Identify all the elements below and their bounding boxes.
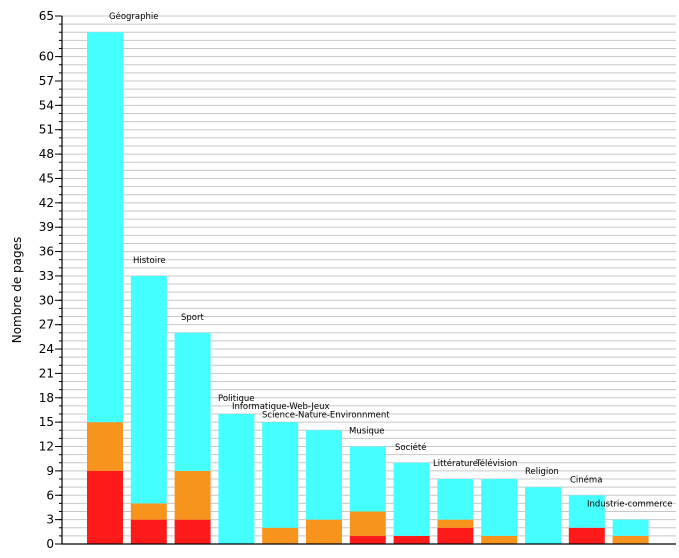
y-tick-label: 54 (39, 98, 54, 112)
y-tick-label: 33 (39, 269, 54, 283)
bar-segment (481, 535, 518, 544)
category-label: Cinéma (570, 474, 602, 485)
bar-segment (262, 422, 299, 528)
y-tick-label: 60 (39, 50, 54, 64)
bar-segment (306, 430, 342, 520)
y-tick-label: 65 (39, 9, 54, 23)
y-tick-label: 3 (46, 513, 54, 527)
category-label: Religion (525, 467, 559, 477)
category-label: Société (395, 442, 426, 453)
y-tick-label: 36 (39, 245, 54, 259)
bar-segment (437, 519, 474, 528)
y-tick-label: 21 (39, 366, 54, 380)
bar-segment (262, 527, 299, 544)
bar-segment (349, 535, 386, 544)
bar-segment (349, 511, 386, 536)
bar-segment (87, 470, 123, 544)
bar-segment (174, 519, 211, 544)
y-tick-label: 18 (39, 391, 54, 405)
bar-segment (174, 332, 211, 471)
bar-segment (174, 470, 211, 520)
bar-segment (306, 519, 342, 544)
bar-segment (130, 519, 167, 544)
bar-segment (87, 32, 123, 423)
y-tick-label: 57 (39, 74, 54, 88)
bar-segment (130, 503, 167, 520)
category-label: Musique (349, 427, 385, 437)
y-tick-label: 39 (39, 220, 54, 234)
y-tick-label: 12 (39, 440, 54, 454)
bar-segment (393, 462, 430, 536)
bar-segment (525, 487, 561, 544)
category-label: Géographie (109, 11, 159, 22)
y-tick-label: 24 (39, 342, 54, 356)
y-tick-label: 9 (46, 464, 54, 478)
y-tick-label: 42 (39, 196, 54, 210)
bar-segment (87, 422, 123, 471)
y-tick-label: 15 (39, 415, 54, 429)
bar-segment (437, 479, 474, 520)
bar-segment (568, 495, 605, 528)
y-tick-label: 27 (39, 318, 54, 332)
bars (87, 32, 649, 544)
category-label: Industrie-commerce (587, 500, 672, 510)
category-label: Informatique-Web-Jeux (232, 402, 330, 412)
y-tick-label: 45 (39, 171, 54, 185)
y-tick-label: 30 (39, 293, 54, 307)
category-label: Politique (218, 394, 254, 404)
category-label: Histoire (133, 256, 166, 266)
category-labels: Géographie Histoire Sport PolitiqueInformat… (109, 11, 672, 509)
bar-segment (349, 446, 386, 512)
category-label: Littérature (433, 458, 478, 469)
bar-segment (481, 479, 518, 536)
bar-segment (612, 519, 649, 536)
y-tick-label: 48 (39, 147, 54, 161)
y-tick-label: 6 (46, 488, 54, 502)
category-label: Télévision (475, 458, 517, 469)
y-axis-label: Nombre de pages (10, 237, 24, 344)
bar-segment (568, 527, 605, 544)
category-label: Sport (181, 313, 204, 323)
y-tick-label: 51 (39, 123, 54, 137)
category-label: Science-Nature-Environnment (262, 410, 390, 420)
bar-segment (612, 535, 649, 544)
y-tick-label: 0 (46, 537, 54, 551)
bar-segment (393, 535, 430, 544)
bar-segment (437, 527, 474, 544)
bar-segment (130, 275, 167, 504)
bar-segment (218, 414, 255, 544)
